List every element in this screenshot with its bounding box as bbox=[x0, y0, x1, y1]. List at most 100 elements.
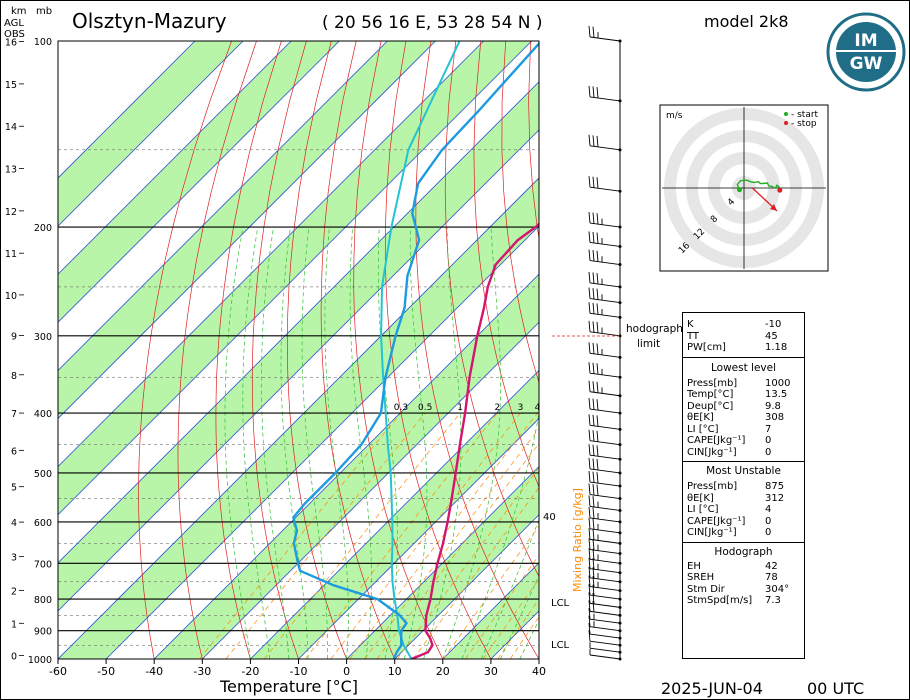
wind-barb-flag bbox=[596, 399, 599, 411]
station-coords: ( 20 56 16 E, 53 28 54 N ) bbox=[322, 13, 543, 33]
wind-barb-flag bbox=[592, 458, 595, 470]
logo-text-bottom: GW bbox=[850, 54, 883, 74]
mixing-ratio-label: 3 bbox=[518, 403, 524, 413]
pressure-tick-label: 300 bbox=[34, 332, 52, 343]
index-label: K bbox=[687, 319, 694, 330]
km-tick-label: 4 bbox=[11, 518, 17, 529]
km-tick-label: 0 bbox=[11, 651, 17, 662]
wind-barb bbox=[588, 548, 622, 565]
isotherm-line bbox=[58, 41, 340, 323]
agl-label: AGL bbox=[4, 18, 24, 29]
wind-barb-flag bbox=[592, 567, 595, 579]
wind-barb-flag bbox=[592, 528, 595, 540]
pressure-tick-label: 600 bbox=[34, 518, 52, 529]
unstable-label: θE[K] bbox=[687, 492, 714, 504]
index-value: -10 bbox=[765, 319, 782, 330]
mixing-ratio-label: 0.3 bbox=[394, 403, 408, 413]
isotherm-line bbox=[153, 273, 539, 659]
wind-barb-flag bbox=[596, 272, 599, 285]
moist-adiabat bbox=[261, 226, 290, 659]
x-tick-label: -20 bbox=[241, 665, 259, 678]
wind-barb-staff bbox=[589, 568, 621, 574]
moist-adiabat bbox=[349, 226, 372, 659]
isotherm-line bbox=[58, 41, 196, 179]
hodo-row: SREH 78 bbox=[683, 572, 804, 584]
wind-barb bbox=[588, 528, 622, 545]
indices-lowest: Press[mb] 1000 Temp[°C] 13.5 Deup[°C] 9.8 θE[K… bbox=[683, 378, 804, 459]
wind-barb-staff bbox=[589, 506, 621, 511]
wind-barb-flag bbox=[588, 398, 591, 410]
isotherm-line bbox=[394, 514, 539, 659]
wind-barb-staff bbox=[589, 391, 621, 397]
unstable-label: Press[mb] bbox=[687, 481, 738, 492]
wind-barb bbox=[588, 398, 622, 415]
wind-barb-staff bbox=[589, 145, 621, 151]
date-label: 2025-JUN-04 bbox=[661, 679, 763, 698]
lowest-label: Temp[°C] bbox=[687, 389, 734, 400]
wind-barb bbox=[588, 457, 622, 475]
wind-barbs bbox=[588, 25, 622, 661]
lowest-value: 0 bbox=[765, 435, 772, 446]
wind-barb-flag bbox=[592, 518, 595, 530]
isotherm-line bbox=[58, 81, 539, 564]
wind-barb-flag bbox=[596, 250, 599, 262]
wind-barb bbox=[588, 320, 622, 338]
wind-barb-flag bbox=[588, 584, 591, 596]
wind-barb-flag bbox=[596, 484, 599, 496]
wind-barb bbox=[588, 630, 622, 647]
wind-barb-flag bbox=[588, 249, 591, 261]
wind-barb-flag bbox=[596, 430, 599, 442]
wind-barb-flag bbox=[588, 608, 591, 620]
lowest-label: Press[mb] bbox=[687, 377, 738, 389]
x-tick-label: 0 bbox=[343, 665, 350, 678]
lowest-label: Deup[°C] bbox=[687, 400, 734, 412]
wind-barb-flag bbox=[596, 363, 599, 375]
lowest-value: 1000 bbox=[765, 377, 791, 389]
unstable-value: 875 bbox=[765, 481, 785, 492]
lowest-row: Press[mb] 1000 bbox=[683, 378, 804, 390]
wind-barb-flag bbox=[588, 548, 591, 560]
wind-barb bbox=[588, 471, 622, 488]
wind-barb-flag bbox=[592, 398, 595, 410]
hodo-ring-label-8: 8 bbox=[709, 214, 720, 225]
hodograph-title: Hodograph bbox=[714, 545, 773, 558]
hodo-stop-marker bbox=[784, 121, 788, 125]
wind-barb-staff bbox=[589, 468, 621, 474]
wind-barb bbox=[588, 557, 622, 575]
km-tick-label: 13 bbox=[5, 165, 17, 176]
km-tick-label: 15 bbox=[5, 80, 17, 91]
km-tick-label: 3 bbox=[11, 553, 17, 564]
station-title: Olsztyn-Mazury bbox=[72, 9, 227, 33]
wind-barb-staff bbox=[589, 602, 621, 608]
mixing-ratio-label: 0.5 bbox=[418, 403, 432, 413]
wind-barb-flag bbox=[588, 134, 591, 146]
axes: -60 -50 -40 -30 -20 -10 0 10 20 30 401002003004005… bbox=[5, 37, 546, 678]
x-tick-label: -30 bbox=[193, 665, 211, 678]
lcl-label-2: LCL bbox=[551, 640, 570, 651]
wind-barb-staff bbox=[589, 558, 621, 564]
hodo-ring-label-4: 4 bbox=[726, 197, 737, 208]
wind-barb-staff bbox=[589, 577, 621, 583]
lowest-row: CAPE[Jkg⁻¹] 0 bbox=[683, 435, 804, 447]
isotherm-line bbox=[58, 129, 539, 612]
wind-barb bbox=[588, 538, 622, 556]
mixing-ratio-label: 2 bbox=[495, 403, 501, 413]
wind-barb-flag bbox=[596, 381, 599, 393]
km-tick-label: 1 bbox=[11, 619, 17, 630]
wind-barb-staff bbox=[589, 454, 621, 460]
km-tick-label: 12 bbox=[5, 207, 17, 218]
moist-adiabat bbox=[500, 574, 539, 659]
wind-barb-flag bbox=[588, 600, 591, 612]
pressure-tick-label: 800 bbox=[34, 595, 52, 606]
wind-barb-flag bbox=[596, 135, 599, 147]
wind-barb-flag bbox=[592, 484, 595, 496]
lowest-value: 308 bbox=[765, 412, 785, 423]
hodo-start-label: - start bbox=[791, 110, 819, 120]
wind-barb-staff bbox=[589, 298, 621, 304]
wind-barb-flag bbox=[588, 471, 591, 483]
lowest-value: 13.5 bbox=[765, 389, 788, 400]
isotherm-line bbox=[58, 41, 388, 371]
lowest-row: LI [°C] 7 bbox=[683, 424, 804, 436]
pressure-tick-label: 1000 bbox=[28, 655, 52, 666]
wind-barb-staff bbox=[589, 517, 621, 523]
